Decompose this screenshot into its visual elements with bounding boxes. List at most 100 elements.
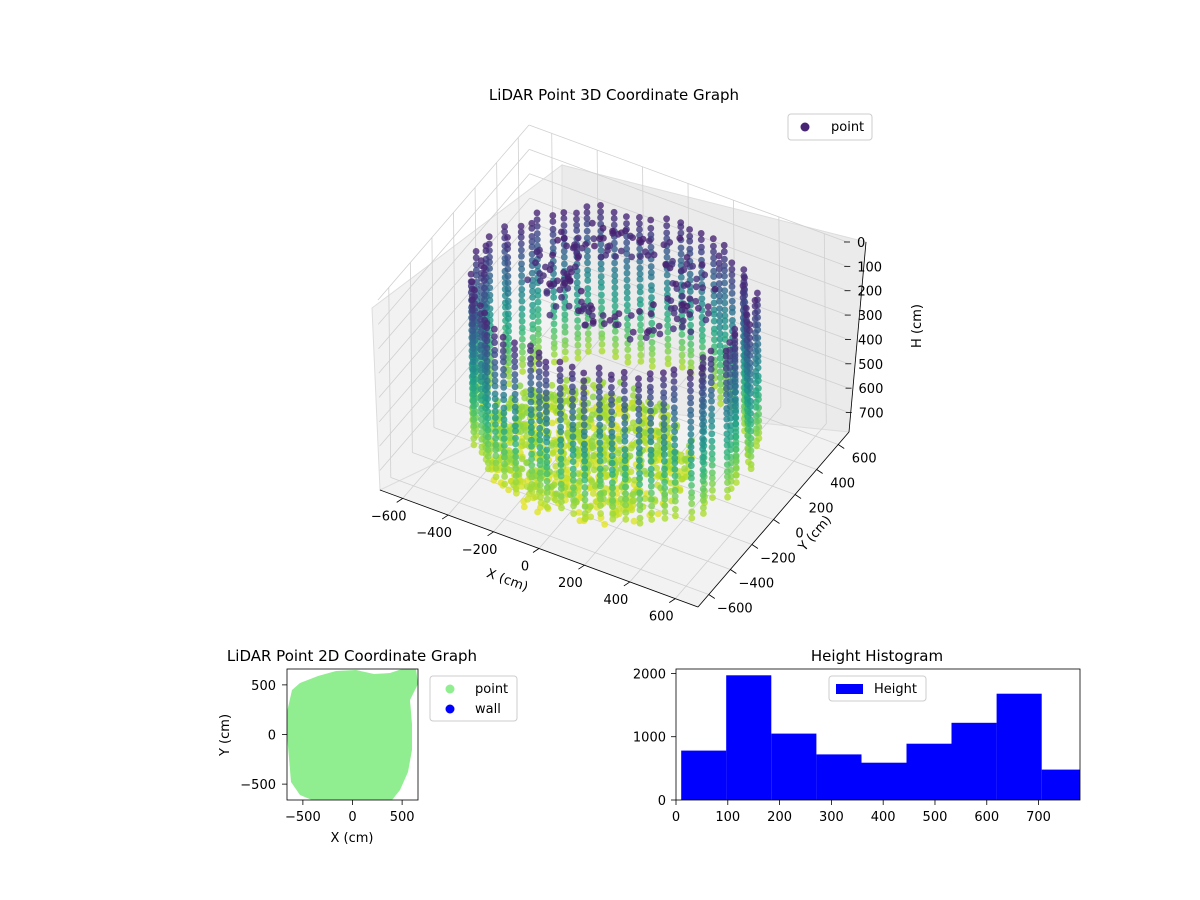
data-point	[533, 209, 541, 217]
data-point	[507, 467, 514, 474]
data-point	[608, 452, 616, 460]
data-point	[596, 445, 604, 453]
data-point	[533, 236, 541, 244]
data-point	[575, 413, 583, 421]
data-point	[537, 487, 544, 494]
data-point	[650, 251, 658, 259]
data-point	[504, 265, 512, 273]
data-point	[499, 333, 507, 341]
data-point	[648, 489, 655, 497]
data-point	[501, 473, 508, 480]
data-point	[636, 501, 644, 509]
data-point	[528, 269, 536, 277]
data-point	[598, 283, 605, 291]
data-point	[611, 278, 619, 285]
data-point	[732, 472, 740, 479]
data-point	[529, 313, 537, 320]
data-point	[670, 371, 678, 378]
data-point	[481, 291, 488, 298]
data-point	[620, 381, 628, 388]
data-point	[617, 247, 625, 255]
data-point	[709, 494, 716, 501]
data-point	[574, 234, 582, 242]
data-point	[753, 429, 760, 437]
data-point	[574, 254, 582, 262]
data-point	[552, 496, 559, 504]
data-point	[647, 273, 655, 281]
data-point	[536, 424, 544, 432]
data-point	[601, 520, 609, 528]
y-tick-label-3d: −200	[760, 552, 796, 567]
data-point	[529, 294, 536, 301]
data-point	[481, 309, 488, 317]
data-point	[519, 355, 526, 363]
data-point	[512, 478, 520, 486]
data-point	[596, 465, 604, 473]
histogram-legend-swatch	[836, 684, 863, 694]
data-point	[573, 221, 580, 229]
data-point	[702, 316, 710, 324]
data-point	[483, 350, 491, 358]
data-point	[728, 308, 736, 316]
data-point	[512, 465, 520, 472]
data-point	[577, 287, 585, 295]
data-point	[637, 344, 645, 352]
data-point	[484, 421, 492, 429]
data-point	[708, 474, 716, 482]
data-point	[527, 355, 534, 363]
data-point	[543, 438, 551, 446]
data-point	[470, 435, 478, 442]
data-point	[523, 459, 530, 467]
data-point	[707, 366, 715, 373]
data-point	[548, 381, 556, 389]
data-point	[686, 226, 693, 233]
data-point	[609, 230, 617, 237]
data-point	[576, 477, 584, 485]
data-point	[518, 286, 526, 293]
data-point	[687, 328, 695, 336]
data-point	[528, 219, 536, 227]
grid-line	[388, 287, 392, 478]
data-point	[573, 227, 581, 234]
data-point	[470, 402, 477, 410]
data-point	[660, 389, 668, 397]
data-point	[527, 386, 535, 394]
data-point	[629, 491, 637, 498]
data-point	[529, 288, 536, 295]
data-point	[646, 237, 653, 245]
histogram-bar	[861, 762, 907, 800]
y-tick-label-3d: −400	[738, 577, 774, 592]
data-point	[512, 440, 519, 448]
data-point	[484, 389, 491, 397]
grid-line	[409, 262, 413, 453]
data-point	[622, 490, 629, 497]
data-point	[622, 483, 629, 491]
data-point	[528, 473, 536, 481]
data-point	[483, 344, 491, 352]
x-tick-label-2d: −500	[285, 810, 321, 825]
data-point	[653, 464, 660, 472]
x-tick-3d	[532, 548, 540, 553]
data-point	[672, 505, 679, 513]
data-point	[560, 269, 567, 276]
grid-line	[529, 148, 848, 267]
data-point	[660, 445, 668, 452]
data-point	[533, 222, 541, 230]
data-point	[660, 414, 668, 422]
data-point	[512, 434, 519, 442]
data-point	[608, 401, 615, 408]
data-point	[747, 447, 755, 454]
data-point	[637, 253, 644, 260]
data-point	[711, 336, 718, 344]
data-point	[620, 368, 628, 376]
data-point	[561, 279, 569, 287]
data-point	[710, 329, 718, 337]
data-point	[560, 247, 568, 255]
data-point	[573, 215, 580, 223]
data-point	[664, 310, 671, 318]
data-point	[722, 359, 730, 367]
data-point	[536, 475, 544, 483]
data-point	[542, 377, 550, 384]
data-point	[697, 230, 705, 237]
data-point	[501, 460, 508, 468]
